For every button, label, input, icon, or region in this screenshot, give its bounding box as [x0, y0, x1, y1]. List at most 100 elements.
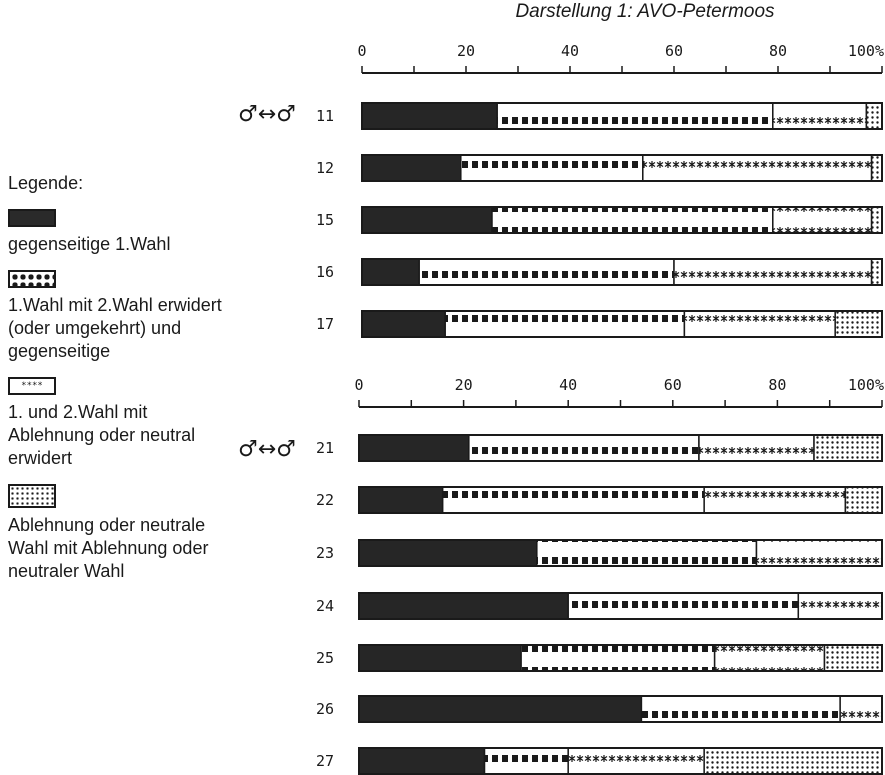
bar-segment-solid — [358, 592, 569, 620]
bar-segment-stars — [772, 102, 868, 130]
bar-segment-squares — [483, 747, 569, 775]
legend-swatch-dots — [8, 484, 56, 508]
x-tick-label: 100% — [848, 376, 884, 394]
legend-swatch-solid — [8, 209, 56, 227]
bar-segment-stars — [772, 206, 873, 234]
x-tick-label: 60 — [664, 376, 682, 394]
bar-outline — [361, 154, 883, 182]
x-tick-label: 0 — [357, 42, 366, 60]
x-tick-label: 40 — [559, 376, 577, 394]
bar-outline — [361, 102, 883, 130]
bar-outline — [358, 695, 883, 723]
bar-outline — [358, 486, 883, 514]
bar-outline — [361, 258, 883, 286]
bar-segment-squares — [520, 644, 716, 672]
bar-outline — [358, 644, 883, 672]
x-tick-label: 80 — [769, 42, 787, 60]
row-label: 12 — [316, 159, 334, 177]
group-label: ♂↔♂ — [238, 102, 296, 127]
x-tick-label: 20 — [457, 42, 475, 60]
legend-swatch-squares — [8, 270, 56, 288]
bar-segment-squares — [491, 206, 774, 234]
group-label: ♂↔♂ — [238, 437, 296, 462]
legend-title: Legende: — [8, 173, 84, 193]
row-label: 11 — [316, 107, 334, 125]
legend-item-mutual-first-choice: gegenseitige 1.Wahl — [8, 209, 223, 256]
bar-segment-dots — [834, 310, 883, 338]
legend-item-label: 1. und 2.Wahl mit Ablehnung oder neutral… — [8, 402, 196, 468]
chart-panel-1: 0 20 40 60 80 100% ♂↔♂ 11 12 15 16 17 — [238, 42, 884, 338]
x-tick-label: 60 — [665, 42, 683, 60]
legend-swatch-stars: **** — [8, 377, 56, 395]
bar-segment-solid — [361, 206, 493, 234]
bar-segment-squares — [496, 102, 774, 130]
bar-segment-stars — [703, 486, 847, 514]
bar-segment-squares — [444, 310, 686, 338]
legend-item-label: 1.Wahl mit 2.Wahl erwidert (oder umgekeh… — [8, 295, 222, 361]
bar-segment-solid — [361, 258, 420, 286]
bar-segment-squares — [567, 592, 800, 620]
row-label: 26 — [316, 700, 334, 718]
legend: Legende: gegenseitige 1.Wahl 1.Wahl mit … — [8, 172, 223, 597]
row-label: 17 — [316, 315, 334, 333]
x-tick-label: 20 — [455, 376, 473, 394]
row-label: 24 — [316, 597, 334, 615]
x-tick-label: 100% — [848, 42, 884, 60]
chart-title: Darstellung 1: AVO-Petermoos — [515, 1, 775, 22]
bar-segment-squares — [640, 695, 841, 723]
bar-segment-stars — [755, 539, 883, 567]
row-label: 21 — [316, 439, 334, 457]
bar-segment-dots — [870, 258, 883, 286]
legend-item-first-second-choice: 1.Wahl mit 2.Wahl erwidert (oder umgekeh… — [8, 270, 223, 363]
chart-panel-2: 0 20 40 60 80 100% ♂↔♂ 21 22 23 24 25 26 27 — [238, 376, 884, 775]
bar-segment-solid — [358, 695, 643, 723]
legend-item-rejection-neutral-reply: **** 1. und 2.Wahl mit Ablehnung oder ne… — [8, 377, 223, 470]
row-label: 25 — [316, 649, 334, 667]
bar-segment-dots — [865, 102, 883, 130]
bar-outline — [358, 747, 883, 775]
bar-segment-dots — [823, 644, 883, 672]
bar-segment-solid — [361, 154, 462, 182]
bar-outline — [358, 434, 883, 462]
x-tick-label: 0 — [354, 376, 363, 394]
row-label: 15 — [316, 211, 334, 229]
bar-segment-squares — [468, 434, 700, 462]
bar-segment-solid — [361, 102, 498, 130]
bar-segment-solid — [358, 486, 444, 514]
row-label: 23 — [316, 544, 334, 562]
bar-segment-stars — [839, 695, 883, 723]
bar-segment-stars — [797, 592, 883, 620]
bar-segment-stars — [673, 258, 873, 286]
row-label: 27 — [316, 752, 334, 770]
bar-segment-squares — [536, 539, 758, 567]
legend-item-rejection-neutral-both: Ablehnung oder neutrale Wahl mit Ablehnu… — [8, 484, 223, 583]
bar-segment-squares — [441, 486, 705, 514]
bar-outline — [358, 592, 883, 620]
bar-segment-stars — [642, 154, 873, 182]
bar-segment-stars — [698, 434, 815, 462]
bar-segment-stars — [683, 310, 836, 338]
x-tick-label: 80 — [768, 376, 786, 394]
bar-segment-dots — [844, 486, 883, 514]
bar-segment-solid — [358, 434, 470, 462]
legend-item-label: Ablehnung oder neutrale Wahl mit Ablehnu… — [8, 515, 209, 581]
bar-segment-solid — [358, 539, 538, 567]
bar-outline — [358, 539, 883, 567]
bar-segment-dots — [870, 154, 883, 182]
bar-outline — [361, 310, 883, 338]
bar-segment-dots — [870, 206, 883, 234]
x-tick-label: 40 — [561, 42, 579, 60]
bar-segment-squares — [418, 258, 675, 286]
bar-segment-dots — [813, 434, 883, 462]
bar-outline — [361, 206, 883, 234]
bar-segment-dots — [703, 747, 883, 775]
bar-segment-squares — [460, 154, 644, 182]
bar-segment-stars — [713, 644, 826, 672]
legend-item-label: gegenseitige 1.Wahl — [8, 234, 171, 254]
bar-segment-solid — [358, 747, 486, 775]
bar-segment-stars — [567, 747, 705, 775]
row-label: 16 — [316, 263, 334, 281]
row-label: 22 — [316, 491, 334, 509]
bar-segment-solid — [361, 310, 446, 338]
